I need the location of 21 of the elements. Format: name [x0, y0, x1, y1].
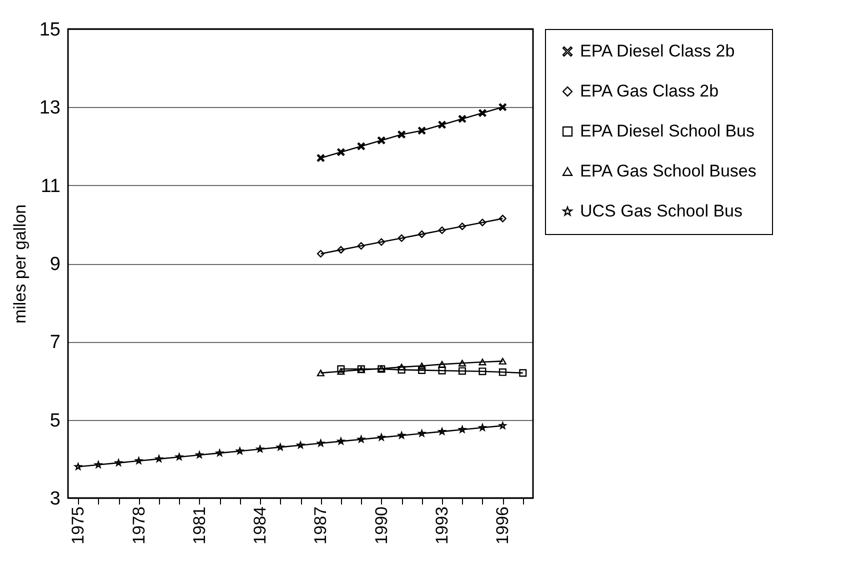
y-tick-label: 13 [39, 98, 60, 119]
legend-label: EPA Gas School Buses [580, 162, 756, 180]
x-tick-label: 1993 [432, 506, 452, 544]
legend-label: EPA Diesel School Bus [580, 122, 754, 140]
legend-label: EPA Gas Class 2b [580, 82, 719, 100]
y-tick-label: 11 [40, 176, 60, 197]
x-tick-label: 1984 [250, 506, 270, 544]
x-tick-label: 1981 [190, 506, 209, 544]
y-tick-label: 3 [50, 488, 60, 510]
x-tick-label: 1987 [311, 506, 330, 544]
legend-label: EPA Diesel Class 2b [580, 42, 735, 60]
legend-label: UCS Gas School Bus [580, 202, 743, 220]
x-tick-label: 1978 [129, 506, 148, 544]
y-tick-label: 7 [50, 332, 60, 354]
y-tick-label: 5 [50, 410, 60, 432]
x-tick-label: 1990 [372, 506, 391, 544]
y-tick-label: 15 [39, 20, 60, 40]
y-axis-title: miles per gallon [10, 204, 30, 324]
y-tick-label: 9 [50, 254, 60, 275]
x-tick-label: 1975 [68, 506, 88, 544]
x-tick-label: 1996 [493, 506, 512, 544]
